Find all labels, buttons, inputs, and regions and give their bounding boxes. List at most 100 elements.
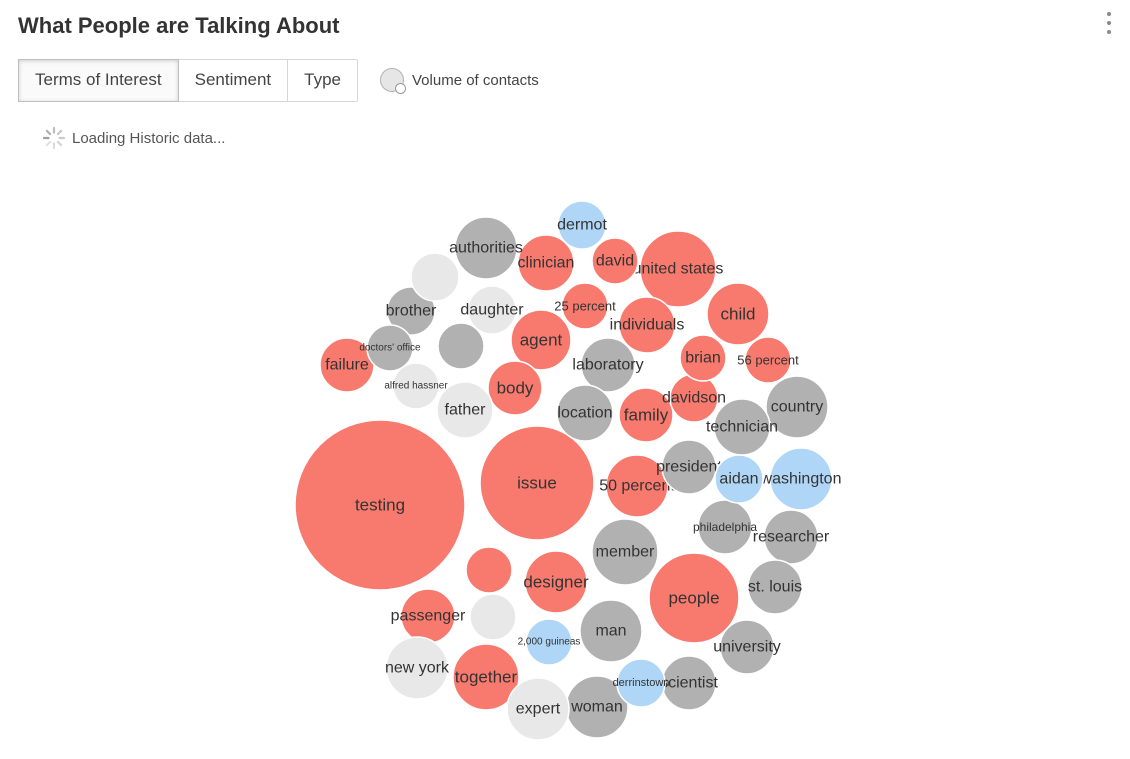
bubble[interactable]: issue bbox=[479, 425, 595, 541]
bubble[interactable]: brian bbox=[679, 334, 727, 382]
bubble[interactable]: david bbox=[591, 237, 639, 285]
bubble-circle[interactable] bbox=[744, 336, 792, 384]
bubble-circle[interactable] bbox=[487, 360, 543, 416]
bubble-circle[interactable] bbox=[506, 677, 570, 741]
bubble[interactable] bbox=[410, 252, 460, 302]
bubble[interactable]: member bbox=[591, 518, 659, 586]
bubble[interactable]: 50 percent bbox=[599, 454, 675, 518]
bubble[interactable]: president bbox=[656, 439, 722, 495]
bubble-circle[interactable] bbox=[454, 216, 518, 280]
bubble-circle[interactable] bbox=[561, 282, 609, 330]
bubble-circle[interactable] bbox=[386, 286, 436, 336]
bubble-circle[interactable] bbox=[769, 447, 833, 511]
bubble-circle[interactable] bbox=[639, 230, 717, 308]
bubble[interactable]: people bbox=[648, 552, 740, 644]
more-options-icon[interactable] bbox=[1102, 12, 1116, 34]
bubble-circle[interactable] bbox=[557, 200, 607, 250]
bubble-circle[interactable] bbox=[524, 550, 588, 614]
bubble[interactable]: 56 percent bbox=[737, 336, 799, 384]
bubble-circle[interactable] bbox=[469, 593, 517, 641]
bubble[interactable]: location bbox=[556, 384, 614, 442]
bubble[interactable]: alfred hassner bbox=[384, 362, 448, 410]
bubble[interactable]: passenger bbox=[391, 588, 466, 644]
bubble[interactable]: doctors' office bbox=[359, 324, 421, 372]
bubble[interactable]: daughter bbox=[460, 285, 524, 335]
bubble[interactable] bbox=[437, 322, 485, 370]
bubble-circle[interactable] bbox=[648, 552, 740, 644]
bubble[interactable]: davidson bbox=[662, 373, 726, 423]
bubble[interactable]: washington bbox=[760, 447, 842, 511]
bubble[interactable]: designer bbox=[523, 550, 589, 614]
bubble-circle[interactable] bbox=[510, 309, 572, 371]
bubble-circle[interactable] bbox=[618, 387, 674, 443]
bubble-circle[interactable] bbox=[452, 643, 520, 711]
bubble[interactable]: individuals bbox=[610, 296, 685, 354]
bubble[interactable]: authorities bbox=[449, 216, 523, 280]
bubble[interactable]: dermot bbox=[557, 200, 607, 250]
bubble[interactable]: 2,000 guineas bbox=[518, 618, 581, 666]
bubble[interactable]: laboratory bbox=[572, 337, 644, 393]
bubble[interactable]: expert bbox=[506, 677, 570, 741]
bubble-circle[interactable] bbox=[747, 559, 803, 615]
bubble-circle[interactable] bbox=[706, 282, 770, 346]
bubble-circle[interactable] bbox=[697, 499, 753, 555]
bubble-circle[interactable] bbox=[661, 439, 717, 495]
bubble-circle[interactable] bbox=[436, 381, 494, 439]
bubble-circle[interactable] bbox=[467, 285, 517, 335]
bubble-label: president bbox=[656, 459, 722, 476]
bubble-circle[interactable] bbox=[763, 509, 819, 565]
bubble-circle[interactable] bbox=[714, 454, 764, 504]
bubble[interactable]: testing bbox=[294, 419, 466, 591]
bubble-circle[interactable] bbox=[410, 252, 460, 302]
bubble[interactable]: family bbox=[618, 387, 674, 443]
bubble-circle[interactable] bbox=[525, 618, 573, 666]
bubble-circle[interactable] bbox=[392, 362, 440, 410]
bubble[interactable]: agent bbox=[510, 309, 572, 371]
bubble[interactable]: researcher bbox=[753, 509, 830, 565]
bubble-circle[interactable] bbox=[591, 518, 659, 586]
bubble[interactable]: body bbox=[487, 360, 543, 416]
tab-type[interactable]: Type bbox=[288, 60, 358, 101]
bubble-circle[interactable] bbox=[366, 324, 414, 372]
bubble-circle[interactable] bbox=[517, 234, 575, 292]
bubble[interactable] bbox=[465, 546, 513, 594]
tab-sentiment[interactable]: Sentiment bbox=[178, 60, 289, 101]
bubble-circle[interactable] bbox=[765, 375, 829, 439]
bubble-circle[interactable] bbox=[579, 599, 643, 663]
bubble[interactable]: failure bbox=[319, 337, 375, 393]
bubble-circle[interactable] bbox=[719, 619, 775, 675]
bubble-circle[interactable] bbox=[556, 384, 614, 442]
bubble-circle[interactable] bbox=[479, 425, 595, 541]
bubble-circle[interactable] bbox=[294, 419, 466, 591]
bubble[interactable]: country bbox=[765, 375, 829, 439]
bubble[interactable]: united states bbox=[633, 230, 724, 308]
bubble-label: 50 percent bbox=[599, 478, 675, 495]
bubble-circle[interactable] bbox=[385, 636, 449, 700]
bubble[interactable]: scientist bbox=[660, 655, 718, 711]
bubble-circle[interactable] bbox=[591, 237, 639, 285]
bubble-circle[interactable] bbox=[605, 454, 669, 518]
bubble[interactable]: together bbox=[452, 643, 520, 711]
bubble-circle[interactable] bbox=[437, 322, 485, 370]
bubble[interactable]: philadelphia bbox=[693, 499, 757, 555]
bubble-circle[interactable] bbox=[618, 296, 676, 354]
bubble[interactable]: child bbox=[706, 282, 770, 346]
bubble[interactable]: university bbox=[713, 619, 781, 675]
bubble-circle[interactable] bbox=[616, 658, 666, 708]
bubble-circle[interactable] bbox=[465, 546, 513, 594]
tab-terms-of-interest[interactable]: Terms of Interest bbox=[18, 59, 179, 102]
bubble-label: failure bbox=[325, 357, 369, 374]
bubble[interactable]: new york bbox=[385, 636, 450, 700]
bubble[interactable]: woman bbox=[565, 675, 629, 739]
bubble[interactable]: aidan bbox=[714, 454, 764, 504]
bubble[interactable]: derrinstown bbox=[613, 658, 670, 708]
bubble[interactable]: clinician bbox=[517, 234, 575, 292]
bubble-circle[interactable] bbox=[580, 337, 636, 393]
bubble-circle[interactable] bbox=[679, 334, 727, 382]
bubble[interactable]: brother bbox=[386, 286, 437, 336]
bubble[interactable]: st. louis bbox=[747, 559, 803, 615]
bubble[interactable]: man bbox=[579, 599, 643, 663]
bubble[interactable] bbox=[469, 593, 517, 641]
bubble[interactable]: father bbox=[436, 381, 494, 439]
bubble[interactable]: 25 percent bbox=[554, 282, 616, 330]
